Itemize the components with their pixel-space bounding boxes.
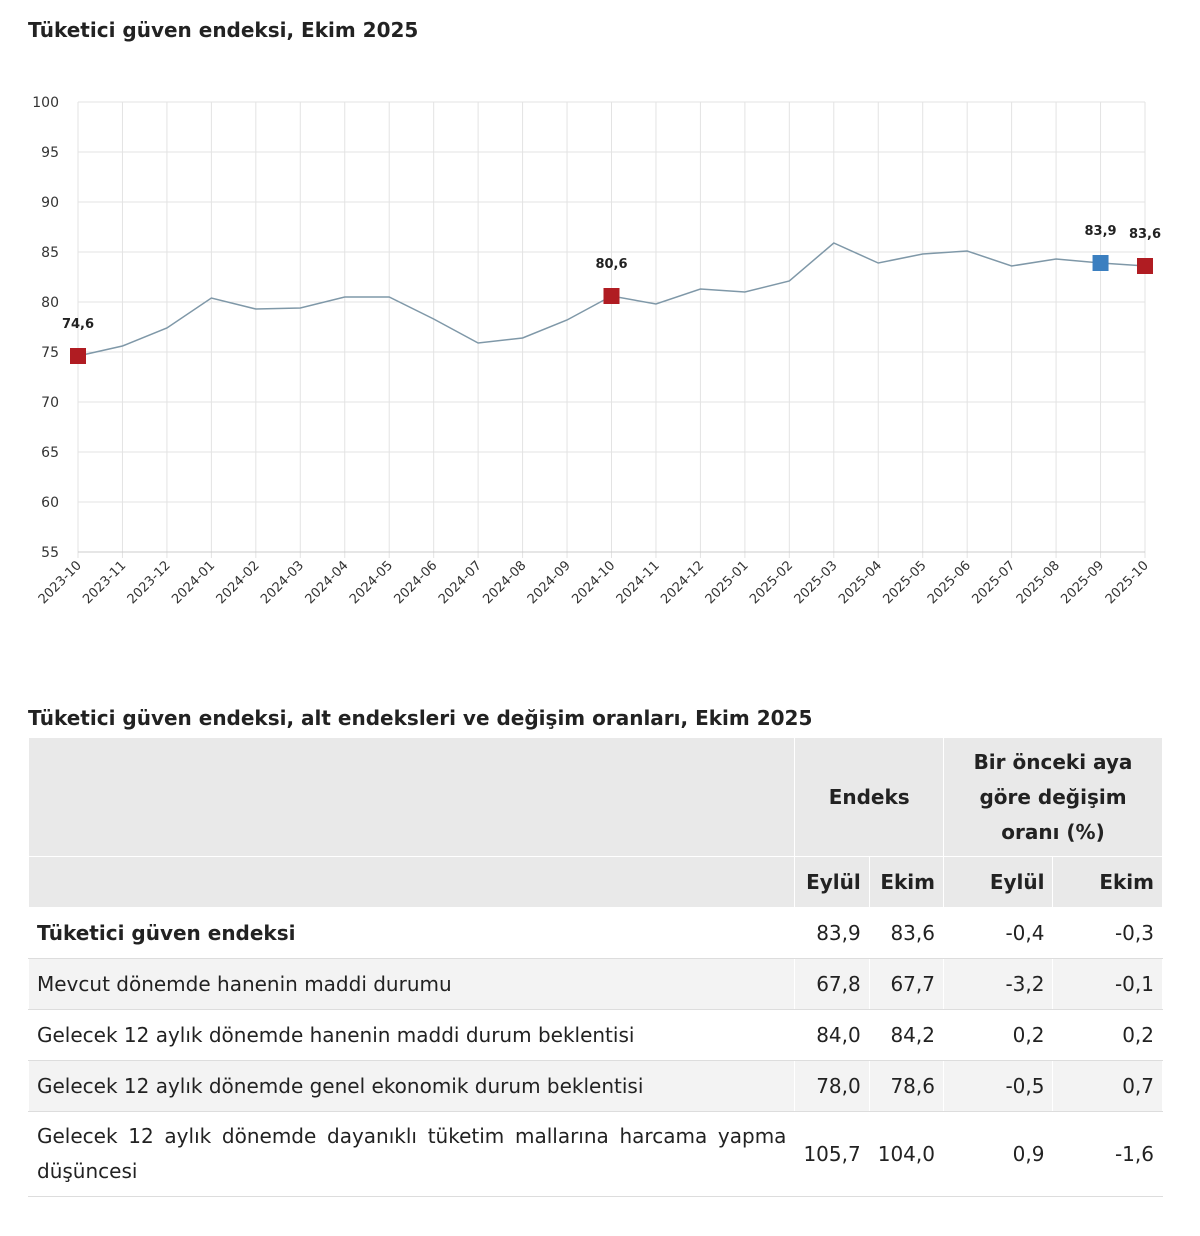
x-tick-label: 2025-03 [792, 558, 841, 607]
row-value: -0,3 [1052, 907, 1163, 959]
index-table: Endeks Bir önceki aya göre değişim oranı… [27, 737, 1164, 1197]
x-tick-label: 2025-05 [881, 558, 930, 607]
x-tick-label: 2023-11 [80, 558, 129, 607]
y-tick-label: 85 [41, 245, 59, 261]
row-value: 105,7 [794, 1111, 870, 1197]
x-tick-label: 2024-09 [525, 558, 574, 607]
x-tick-label: 2023-10 [36, 558, 85, 607]
table-row: Tüketici güven endeksi 83,9 83,6 -0,4 -0,3 [27, 907, 1163, 959]
row-value: -0,5 [942, 1060, 1054, 1112]
x-tick-label: 2024-03 [258, 558, 307, 607]
table-title: Tüketici güven endeksi, alt endeksleri v… [28, 706, 813, 730]
line-chart: 55 60 65 70 75 80 85 90 95 100 2023-102023-112023-… [32, 95, 1161, 607]
x-tick-label: 2024-12 [658, 558, 707, 607]
x-tick-label: 2024-11 [614, 558, 663, 607]
row-value: 0,2 [942, 1009, 1054, 1061]
x-tick-label: 2024-01 [169, 558, 218, 607]
endeks-header: Endeks [794, 737, 944, 857]
subheader-ekim: Ekim [868, 856, 944, 908]
table-row: Gelecek 12 aylık dönemde genel ekonomik … [27, 1060, 1163, 1112]
x-tick-label: 2024-10 [569, 558, 618, 607]
data-label: 74,6 [62, 317, 94, 332]
y-tick-label: 70 [41, 395, 59, 411]
x-tick-label: 2024-05 [347, 558, 396, 607]
highlight-marker [1137, 258, 1153, 274]
row-value: -0,4 [942, 907, 1054, 959]
row-label: Gelecek 12 aylık dönemde dayanıklı tüket… [27, 1111, 796, 1197]
change-header: Bir önceki aya göre değişim oranı (%) [942, 737, 1164, 857]
row-value: 0,9 [942, 1111, 1054, 1197]
x-tick-label: 2024-08 [480, 558, 529, 607]
row-value: 84,0 [794, 1009, 870, 1061]
x-tick-label: 2023-12 [125, 558, 174, 607]
row-label: Tüketici güven endeksi [27, 907, 796, 959]
table-row: Gelecek 12 aylık dönemde hanenin maddi d… [27, 1009, 1163, 1061]
row-value: 67,8 [794, 958, 870, 1010]
x-tick-label: 2025-07 [969, 558, 1018, 607]
row-value: 78,6 [868, 1060, 944, 1112]
empty-header [27, 737, 796, 857]
row-label: Gelecek 12 aylık dönemde hanenin maddi d… [27, 1009, 796, 1061]
x-tick-label: 2025-01 [703, 558, 752, 607]
highlight-marker [1092, 255, 1109, 271]
y-tick-label: 75 [41, 345, 59, 361]
row-label: Mevcut dönemde hanenin maddi durumu [27, 958, 796, 1010]
x-tick-label: 2025-06 [925, 558, 974, 607]
subheader-eylul: Eylül [794, 856, 870, 908]
table-row: Mevcut dönemde hanenin maddi durumu 67,8 6… [27, 958, 1163, 1010]
highlight-marker [70, 348, 86, 364]
x-tick-label: 2025-08 [1014, 558, 1063, 607]
x-tick-label: 2025-04 [836, 558, 885, 607]
x-tick-label: 2024-07 [436, 558, 485, 607]
data-label: 83,9 [1085, 224, 1117, 239]
row-value: 83,9 [794, 907, 870, 959]
data-label: 80,6 [595, 257, 627, 272]
chart-title: Tüketici güven endeksi, Ekim 2025 [28, 18, 419, 42]
row-value: 0,7 [1052, 1060, 1163, 1112]
subheader-change-ekim: Ekim [1052, 856, 1163, 908]
row-value: 104,0 [868, 1111, 944, 1197]
y-tick-label: 80 [41, 295, 59, 311]
x-tick-label: 2024-04 [303, 558, 352, 607]
data-label: 83,6 [1129, 227, 1161, 242]
y-tick-label: 55 [41, 545, 59, 561]
y-tick-label: 65 [41, 445, 59, 461]
row-label: Gelecek 12 aylık dönemde genel ekonomik … [27, 1060, 796, 1112]
row-value: -1,6 [1052, 1111, 1163, 1197]
row-value: -0,1 [1052, 958, 1163, 1010]
y-tick-label: 90 [41, 195, 59, 211]
subheader-change-eylul: Eylül [942, 856, 1054, 908]
row-value: -3,2 [942, 958, 1054, 1010]
table-row: Gelecek 12 aylık dönemde dayanıklı tüket… [27, 1111, 1163, 1197]
x-tick-label: 2025-10 [1103, 558, 1152, 607]
row-value: 83,6 [868, 907, 944, 959]
highlight-marker [603, 288, 620, 304]
x-tick-label: 2025-09 [1058, 558, 1107, 607]
row-value: 67,7 [868, 958, 944, 1010]
y-tick-label: 95 [41, 145, 59, 161]
x-tick-label: 2024-06 [391, 558, 440, 607]
x-tick-label: 2025-02 [747, 558, 796, 607]
y-tick-label: 60 [41, 495, 59, 511]
row-value: 0,2 [1052, 1009, 1163, 1061]
row-value: 78,0 [794, 1060, 870, 1112]
row-value: 84,2 [868, 1009, 944, 1061]
y-tick-label: 100 [32, 95, 59, 111]
x-tick-label: 2024-02 [214, 558, 263, 607]
empty-subheader [27, 856, 796, 908]
